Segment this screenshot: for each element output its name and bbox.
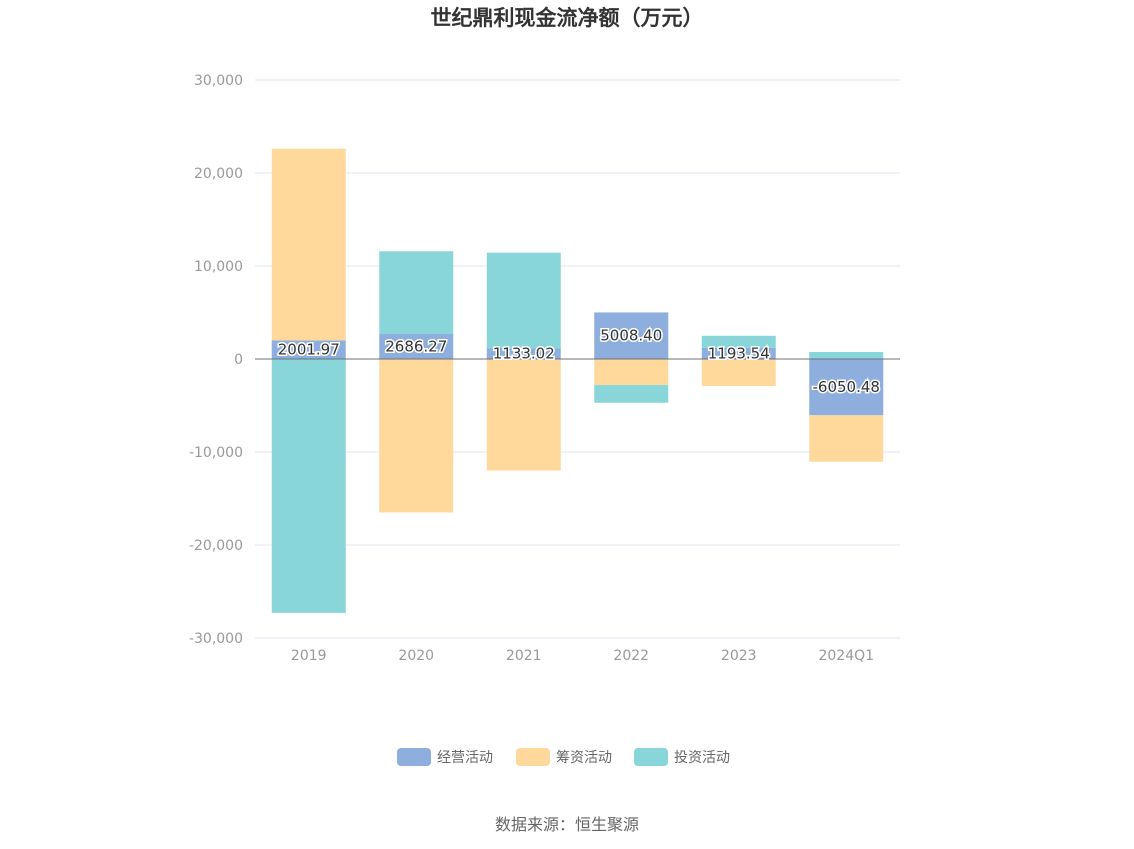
y-tick-label: 0 xyxy=(234,352,243,368)
bar-segment[interactable] xyxy=(701,347,776,359)
data-label: -6050.48 xyxy=(813,378,880,396)
bar-segment[interactable] xyxy=(809,359,884,416)
bar-segment[interactable] xyxy=(809,415,884,462)
bars xyxy=(255,148,900,613)
bar-segment[interactable] xyxy=(271,148,346,341)
chart-title: 世纪鼎利现金流净额（万元） xyxy=(431,6,704,30)
bar-segment[interactable] xyxy=(594,385,669,403)
legend-swatch xyxy=(634,748,668,766)
bar-segment[interactable] xyxy=(486,252,561,349)
data-label: 2001.97 xyxy=(278,341,340,359)
bar-segment[interactable] xyxy=(379,359,454,513)
x-tick-label: 2023 xyxy=(721,648,757,664)
bar-segment[interactable] xyxy=(379,334,454,359)
grid: 30,000 20,000 10,000 0 -10,000 -20,000 -30,000 xyxy=(189,73,900,647)
x-tick-label: 2019 xyxy=(291,648,327,664)
y-tick-label: 30,000 xyxy=(194,73,243,89)
bar-segment[interactable] xyxy=(701,335,776,348)
x-tick-label: 2020 xyxy=(398,648,434,664)
y-tick-label: 20,000 xyxy=(194,166,243,182)
x-tick-label: 2024Q1 xyxy=(818,648,874,664)
bar-segment[interactable] xyxy=(486,348,561,359)
bar-segment[interactable] xyxy=(594,312,669,359)
bar-segment[interactable] xyxy=(594,359,669,386)
y-tick-label: -10,000 xyxy=(189,445,243,461)
legend-label: 筹资活动 xyxy=(556,749,612,766)
data-label: 1133.02 xyxy=(493,345,555,363)
legend-item[interactable]: 经营活动 xyxy=(397,748,493,766)
bar-segment[interactable] xyxy=(271,340,346,359)
y-tick-label: 10,000 xyxy=(194,259,243,275)
bar-segment[interactable] xyxy=(379,251,454,335)
data-label: 1193.54 xyxy=(708,344,770,362)
x-tick-label: 2022 xyxy=(613,648,649,664)
data-label: 2686.27 xyxy=(385,338,447,356)
bar-segment[interactable] xyxy=(809,352,884,359)
legend-item[interactable]: 投资活动 xyxy=(634,748,730,766)
source-text: 数据来源：恒生聚源 xyxy=(495,815,639,834)
legend-label: 经营活动 xyxy=(437,750,493,766)
legend-swatch xyxy=(516,748,550,766)
y-tick-label: -30,000 xyxy=(189,631,243,647)
legend-item[interactable]: 筹资活动 xyxy=(516,748,612,766)
legend-label: 投资活动 xyxy=(674,750,730,766)
legend-swatch xyxy=(397,748,431,766)
data-labels: 2001.97 2686.27 1133.02 5008.40 1193.54 -6050… xyxy=(276,325,881,397)
bar-segment[interactable] xyxy=(271,359,346,613)
legend[interactable]: 经营活动 筹资活动 投资活动 xyxy=(397,748,730,766)
x-tick-label: 2021 xyxy=(506,648,542,664)
bar-segment[interactable] xyxy=(486,359,561,471)
data-label: 5008.40 xyxy=(600,327,662,345)
y-tick-label: -20,000 xyxy=(189,538,243,554)
bar-segment[interactable] xyxy=(701,359,776,386)
x-axis: 2019 2020 2021 2022 2023 2024Q1 xyxy=(291,648,874,664)
